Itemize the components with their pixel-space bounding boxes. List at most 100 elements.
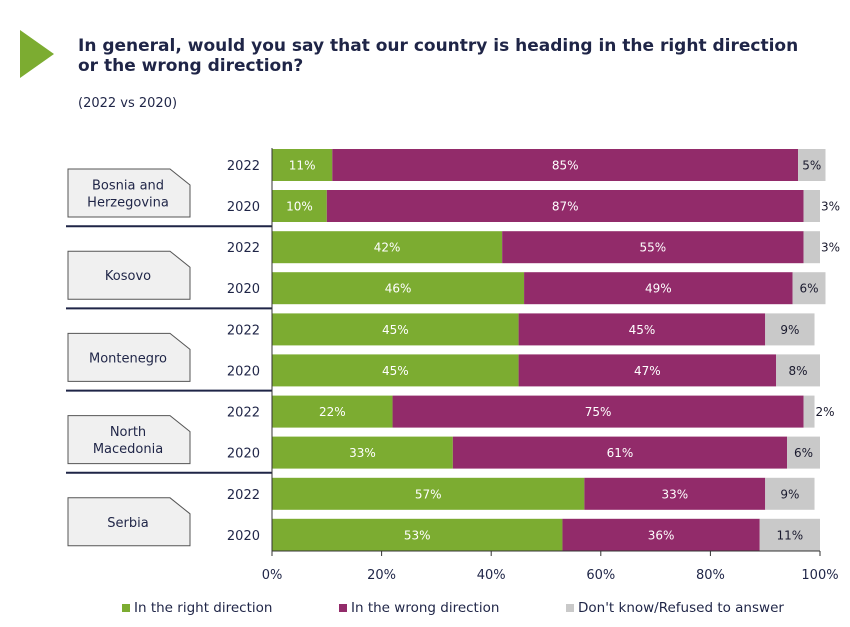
legend-item-right: In the right direction (122, 600, 272, 616)
chart-title: In general, would you say that our count… (78, 36, 799, 76)
bar-segment-right (272, 149, 333, 181)
data-label-wrong: 55% (640, 241, 667, 255)
country-label: Macedonia (93, 442, 163, 457)
legend-swatch-dont-know (566, 604, 574, 612)
data-label-wrong: 49% (645, 282, 672, 296)
bar-segment-dont-know (798, 149, 826, 181)
data-label-right: 57% (415, 487, 442, 501)
year-label: 2020 (227, 282, 260, 297)
data-label-dont-know: 6% (794, 446, 813, 460)
bar-segment-dont-know (765, 477, 815, 510)
country-label: Bosnia and (92, 179, 164, 194)
country-label: Herzegovina (87, 196, 169, 211)
bar-segment-right (272, 436, 453, 469)
data-label-dont-know: 6% (800, 282, 819, 296)
bar-segment-right (272, 477, 585, 510)
country-label-box (67, 415, 191, 465)
year-label: 2022 (227, 159, 260, 174)
legend-item-dont-know: Don't know/Refused to answer (566, 600, 784, 616)
legend-label-right: In the right direction (134, 600, 273, 616)
year-label: 2022 (227, 406, 260, 421)
x-tick-label: 0% (262, 568, 283, 583)
data-label-dont-know: 9% (780, 487, 799, 501)
accent-triangle (20, 30, 54, 78)
bar-segment-wrong (502, 231, 804, 264)
bar-segment-wrong (584, 477, 766, 510)
country-label-box (67, 250, 191, 300)
year-label: 2020 (227, 447, 260, 462)
bar-segment-dont-know (759, 518, 820, 551)
bar-segment-wrong (518, 354, 777, 387)
bar-segment-right (272, 272, 525, 305)
legend-label-dont-know: Don't know/Refused to answer (578, 600, 784, 616)
data-label-wrong: 61% (607, 446, 634, 460)
data-label-dont-know: 9% (780, 323, 799, 337)
legend-swatch-wrong (339, 604, 347, 612)
country-label: Montenegro (89, 351, 167, 366)
data-label-wrong: 33% (661, 487, 688, 501)
data-label-dont-know: 3% (821, 200, 840, 214)
data-label-wrong: 45% (629, 323, 656, 337)
data-label-right: 45% (382, 364, 409, 378)
data-label-wrong: 36% (648, 528, 675, 542)
data-label-right: 46% (385, 282, 412, 296)
year-label: 2020 (227, 529, 260, 544)
data-label-right: 11% (289, 159, 316, 173)
year-label: 2020 (227, 364, 260, 379)
country-label-box (67, 332, 191, 382)
bar-segment-right (272, 518, 563, 551)
data-label-right: 33% (349, 446, 376, 460)
bar-segment-right (272, 395, 393, 428)
bar-segment-dont-know (776, 354, 820, 387)
legend-label-wrong: In the wrong direction (351, 600, 500, 616)
bar-segment-wrong (524, 272, 793, 305)
year-label: 2022 (227, 488, 260, 503)
data-label-right: 22% (319, 405, 346, 419)
bar-segment-right (272, 190, 327, 222)
chart-subtitle: (2022 vs 2020) (78, 96, 178, 111)
bar-segment-dont-know (787, 436, 820, 469)
bar-segment-dont-know (803, 231, 820, 264)
legend-item-wrong: In the wrong direction (339, 600, 499, 616)
data-label-dont-know: 5% (802, 159, 821, 173)
data-label-wrong: 85% (552, 159, 579, 173)
data-label-right: 45% (382, 323, 409, 337)
bar-segment-wrong (326, 190, 804, 222)
data-label-dont-know: 2% (816, 405, 835, 419)
legend-swatch-right (122, 604, 130, 612)
country-label: North (110, 425, 146, 440)
bar-segment-right (272, 231, 503, 264)
data-label-right: 10% (286, 200, 313, 214)
data-label-dont-know: 8% (789, 364, 808, 378)
bar-segment-right (272, 313, 519, 346)
data-label-right: 42% (374, 241, 401, 255)
x-tick-label: 20% (367, 568, 396, 583)
bar-segment-wrong (452, 436, 788, 469)
x-tick-label: 60% (586, 568, 615, 583)
year-label: 2022 (227, 323, 260, 338)
x-tick-label: 80% (696, 568, 725, 583)
bar-segment-dont-know (803, 190, 820, 222)
data-label-right: 53% (404, 528, 431, 542)
data-label-dont-know: 3% (821, 241, 840, 255)
data-label-dont-know: 11% (777, 528, 804, 542)
country-label: Serbia (107, 516, 148, 531)
bar-segment-wrong (518, 313, 766, 346)
bar-segment-wrong (332, 149, 799, 181)
stacked-bar-chart: Bosnia and Herzegovina 2022 11% 85% 5% 2020 10%… (66, 148, 840, 583)
data-label-wrong: 47% (634, 364, 661, 378)
bar-segment-dont-know (765, 313, 815, 346)
accent-triangle-shape (20, 30, 54, 78)
country-label-box (67, 497, 191, 547)
x-tick-label: 100% (801, 568, 838, 583)
country-label-box (67, 168, 191, 218)
data-label-wrong: 87% (552, 200, 579, 214)
bar-segment-dont-know (803, 395, 815, 428)
data-label-wrong: 75% (585, 405, 612, 419)
bar-segment-wrong (392, 395, 804, 428)
bar-segment-dont-know (792, 272, 826, 305)
bar-segment-right (272, 354, 519, 387)
year-label: 2022 (227, 241, 260, 256)
x-tick-label: 40% (477, 568, 506, 583)
country-label: Kosovo (105, 269, 151, 284)
